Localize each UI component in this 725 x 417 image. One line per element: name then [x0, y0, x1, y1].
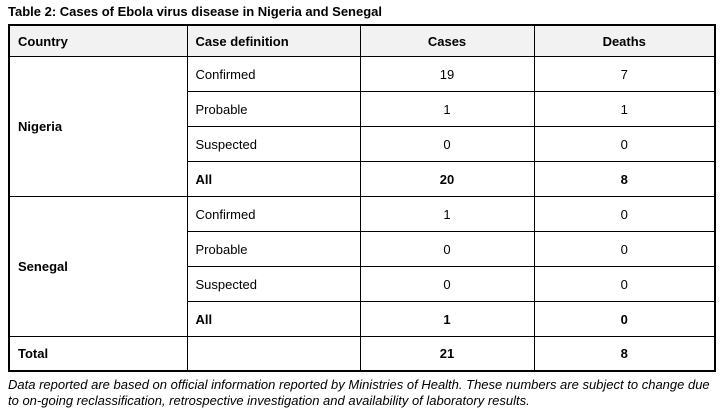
case-definition-cell: All [186, 161, 361, 197]
cases-cell: 19 [359, 56, 535, 92]
column-header-cases: Cases [359, 24, 535, 57]
page-title: Table 2: Cases of Ebola virus disease in… [8, 4, 383, 19]
country-cell-senegal: Senegal [8, 196, 188, 337]
table-row: Nigeria Confirmed 19 7 [8, 56, 716, 197]
table-row: Probable 0 0 [9, 231, 716, 267]
table-row-all-nigeria: All 20 8 [9, 161, 716, 197]
column-header-deaths: Deaths [533, 24, 716, 57]
deaths-cell: 0 [533, 266, 716, 302]
case-definition-cell: Confirmed [186, 196, 361, 232]
total-label-cell: Total [8, 336, 188, 372]
cases-cell: 1 [359, 301, 535, 337]
cases-cell: 20 [359, 161, 535, 197]
header-row: Country Case definition Cases Deaths [8, 24, 716, 57]
footnote-line-2: to on-going reclassification, retrospect… [8, 393, 530, 408]
case-definition-cell: Probable [186, 231, 361, 267]
cases-cell: 1 [359, 196, 535, 232]
footnote-line-1: Data reported are based on official info… [8, 377, 710, 392]
cases-cell: 0 [359, 126, 535, 162]
deaths-cell: 7 [533, 56, 716, 92]
deaths-cell: 0 [533, 301, 716, 337]
table-row: Senegal Confirmed 1 0 [8, 196, 716, 337]
column-header-country: Country [8, 24, 188, 57]
deaths-cell: 1 [533, 91, 716, 127]
country-cell-nigeria: Nigeria [8, 56, 188, 197]
cases-cell: 1 [359, 91, 535, 127]
total-deaths-cell: 8 [533, 336, 716, 372]
deaths-cell: 8 [533, 161, 716, 197]
footnote: Data reported are based on official info… [8, 377, 720, 409]
deaths-cell: 0 [533, 126, 716, 162]
case-definition-cell: Confirmed [186, 56, 361, 92]
table-row: Probable 1 1 [9, 91, 716, 127]
table-row-total: Total 21 8 [8, 336, 716, 372]
table-row: Suspected 0 0 [9, 126, 716, 162]
ebola-cases-table: Country Case definition Cases Deaths Nig… [8, 24, 716, 372]
case-definition-cell: Suspected [186, 126, 361, 162]
case-definition-cell: Suspected [186, 266, 361, 302]
total-case-definition-cell [186, 336, 361, 372]
table-row: Suspected 0 0 [9, 266, 716, 302]
case-definition-cell: All [186, 301, 361, 337]
cases-cell: 0 [359, 266, 535, 302]
table-row-all-senegal: All 1 0 [9, 301, 716, 337]
deaths-cell: 0 [533, 196, 716, 232]
case-definition-cell: Probable [186, 91, 361, 127]
cases-cell: 0 [359, 231, 535, 267]
deaths-cell: 0 [533, 231, 716, 267]
column-header-case-definition: Case definition [186, 24, 361, 57]
total-cases-cell: 21 [359, 336, 535, 372]
